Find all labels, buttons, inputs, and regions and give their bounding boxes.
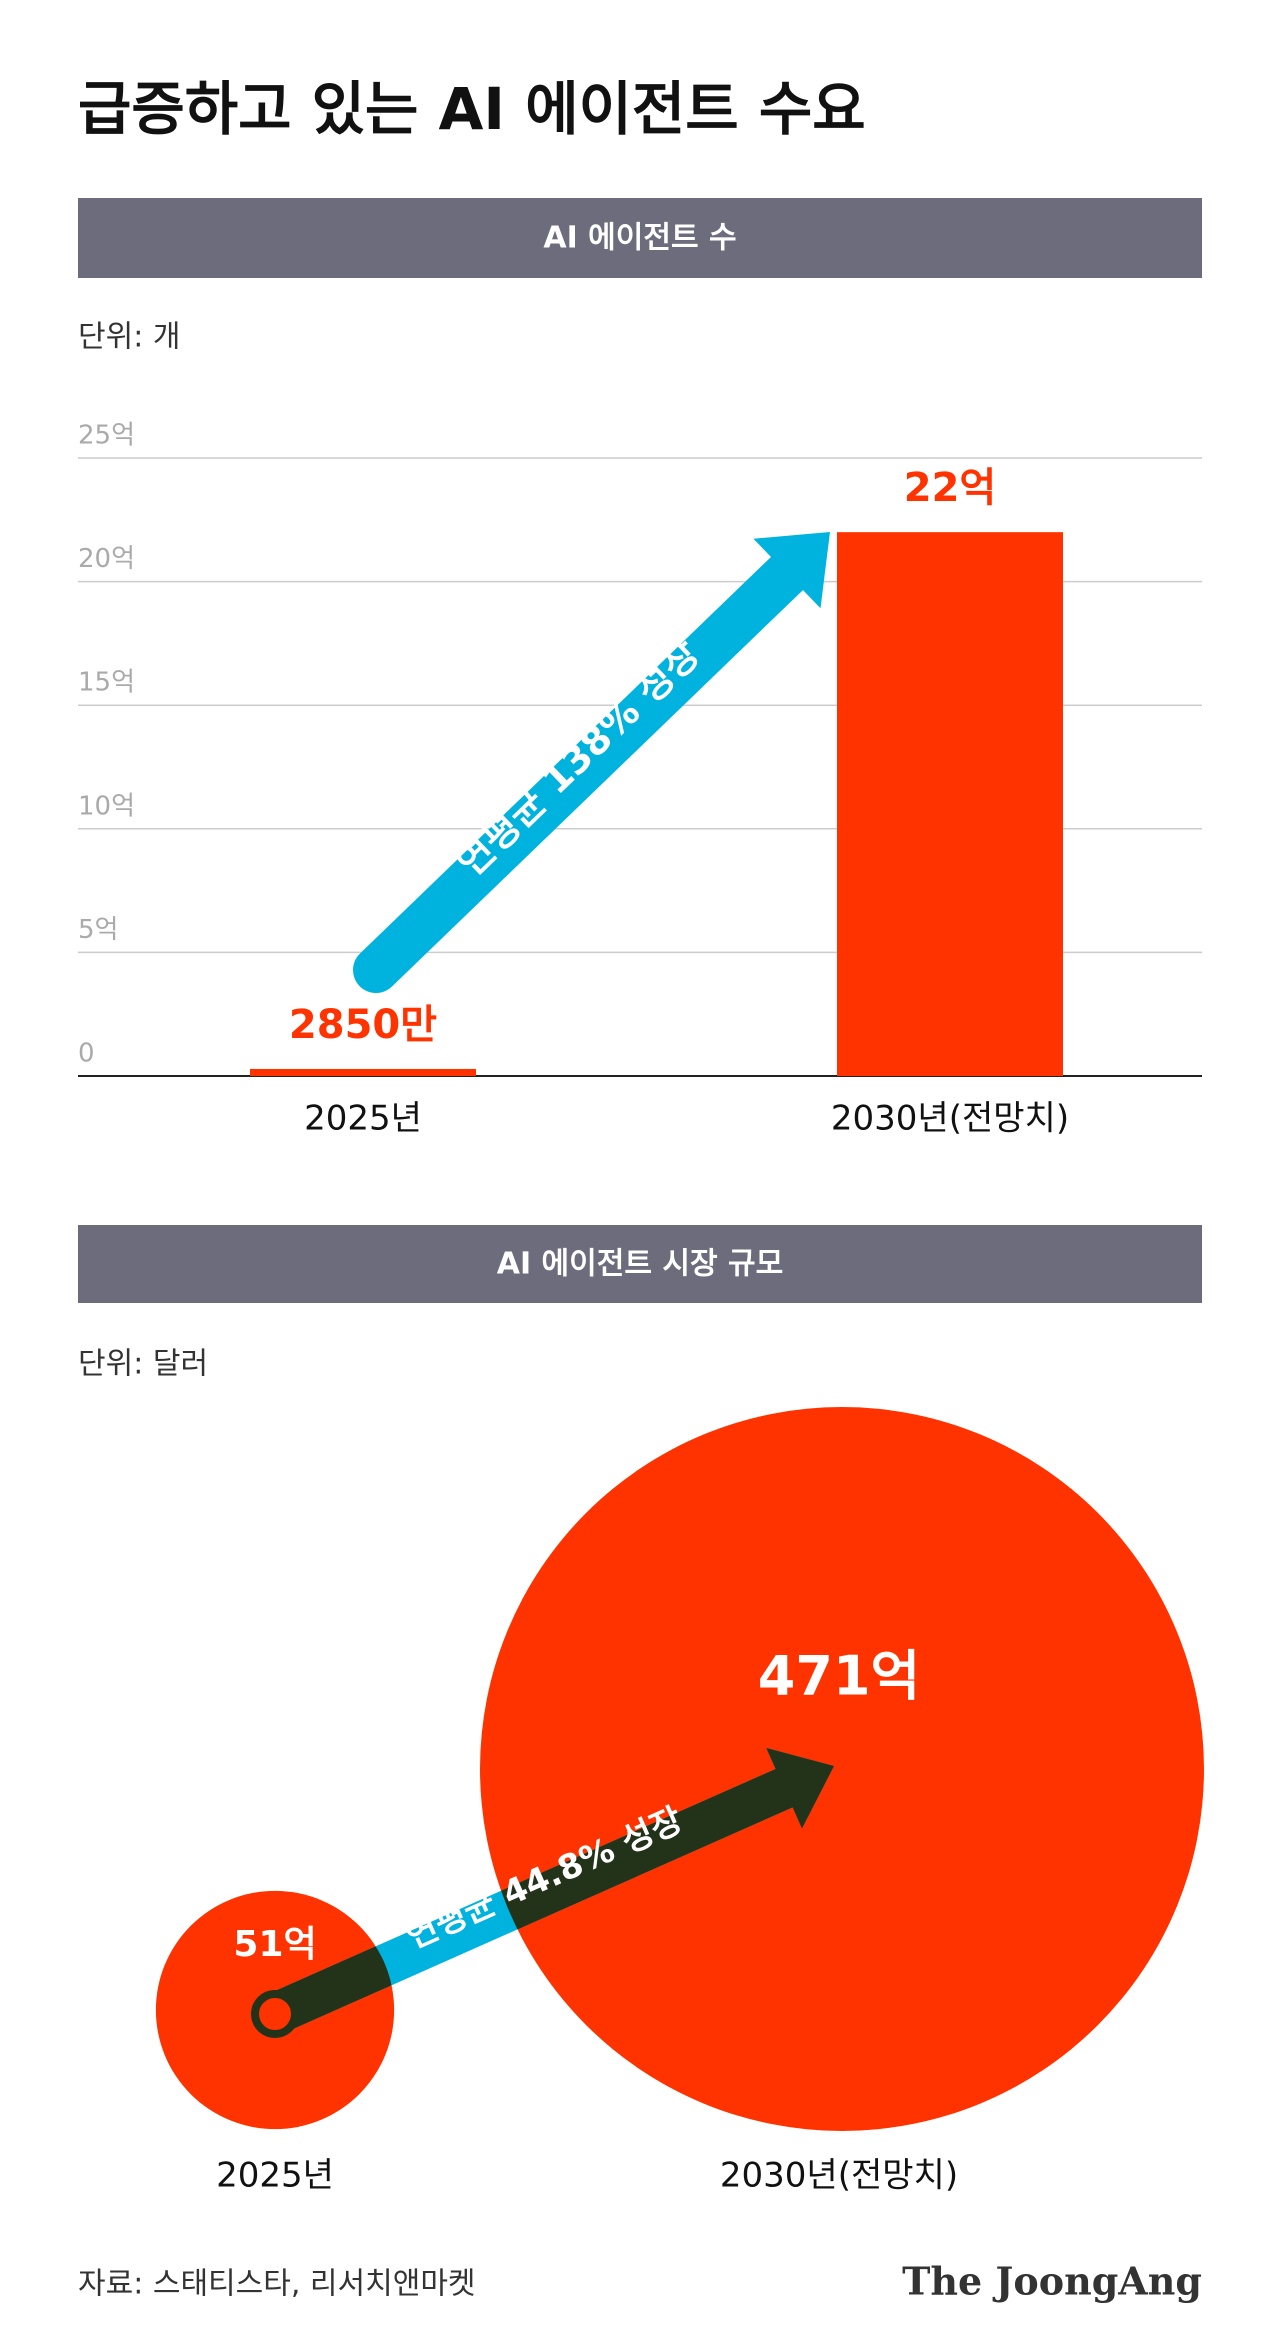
growth-arrow [254, 1767, 806, 2035]
unit-label: 단위: 개 [78, 320, 180, 355]
value-label: 22억 [904, 465, 996, 511]
growth-arrow-head [766, 1747, 834, 1829]
y-tick-label: 5억 [78, 915, 118, 945]
section-header [78, 1225, 1202, 1303]
bar [837, 532, 1063, 1076]
value-label: 471억 [758, 1645, 920, 1708]
x-tick-label: 2030년(전망치) [720, 2156, 958, 2196]
y-tick-label: 15억 [78, 668, 135, 698]
arrow-start [251, 1990, 299, 2038]
growth-arrow-inner [254, 1747, 834, 2035]
source: 자료: 스태티스타, 리서치앤마켓 [78, 2267, 476, 2302]
section-header [78, 198, 1202, 278]
annotation: 연평균 138% 성장 [448, 632, 708, 885]
bubble [480, 1407, 1204, 2131]
section-title: AI 에이전트 시장 규모 [497, 1247, 784, 1282]
x-tick-label: 2025년 [216, 2156, 334, 2196]
unit-label: 단위: 달러 [78, 1347, 208, 1382]
y-tick-label: 25억 [78, 421, 135, 451]
brand: The JoongAng [902, 2259, 1202, 2304]
y-tick-label: 10억 [78, 791, 135, 821]
bar [250, 1068, 476, 1076]
value-label: 2850만 [289, 1002, 437, 1048]
value-label: 51억 [233, 1924, 316, 1965]
x-tick-label: 2025년 [304, 1099, 422, 1139]
x-tick-label: 2030년(전망치) [831, 1099, 1069, 1139]
y-tick-label: 0 [78, 1039, 95, 1069]
growth-arrow-head [753, 532, 830, 609]
page-title: 급증하고 있는 AI 에이전트 수요 [78, 75, 866, 143]
y-tick-label: 20억 [78, 544, 135, 574]
growth-arrow [353, 550, 810, 993]
section-title: AI 에이전트 수 [543, 221, 736, 256]
